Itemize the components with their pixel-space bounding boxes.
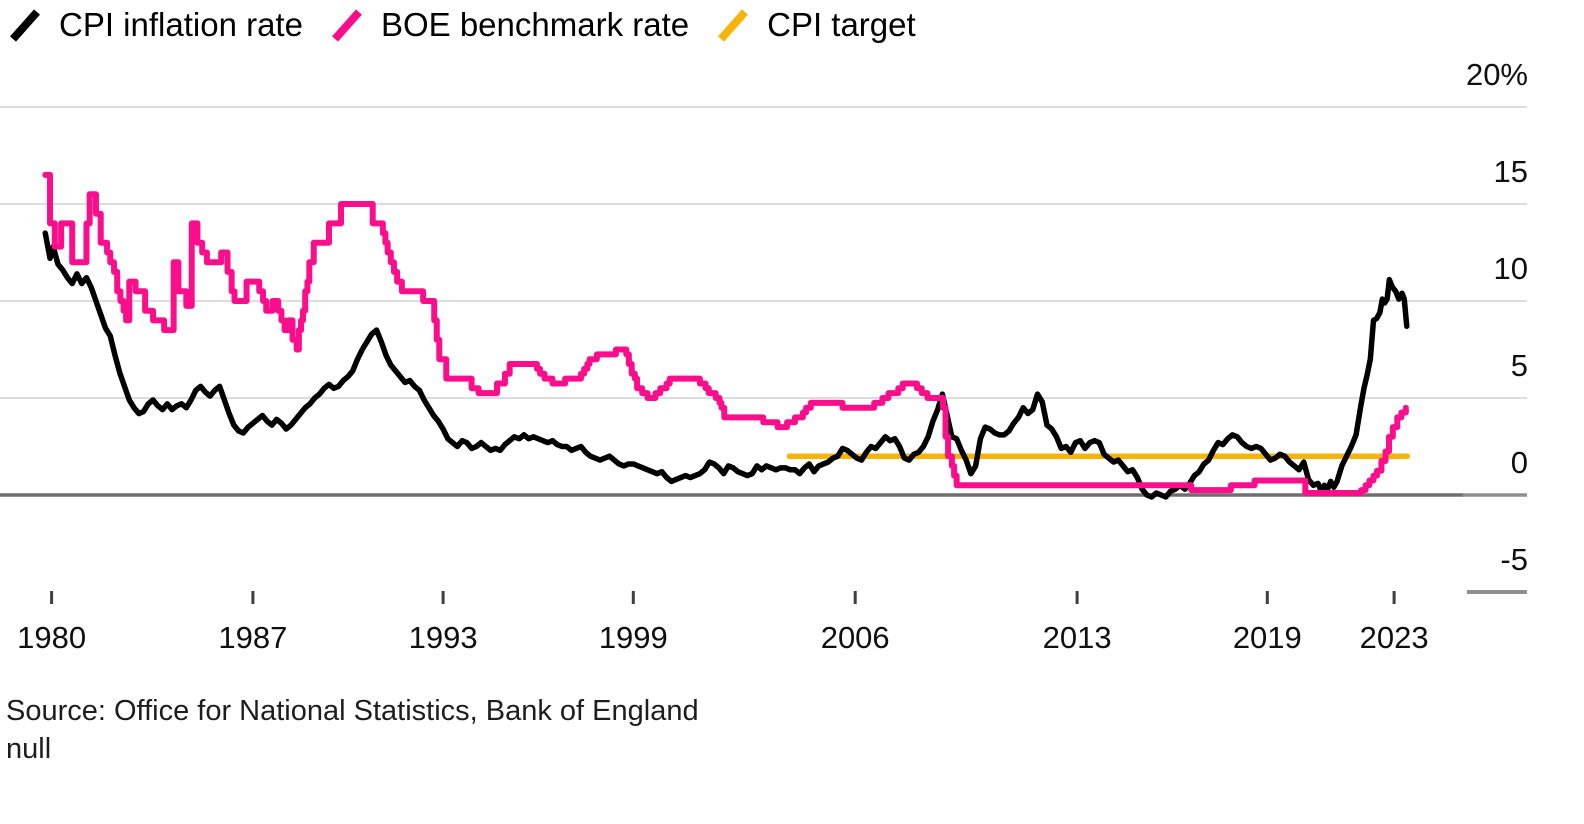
legend-item-cpi-target: CPI target [716, 6, 916, 44]
x-axis-label: 2006 [821, 620, 890, 655]
cpi-target-swatch-icon [718, 9, 749, 42]
x-axis-label: 2013 [1043, 620, 1112, 655]
null-line: null [6, 733, 52, 765]
legend-label-cpi-inflation: CPI inflation rate [59, 6, 303, 43]
source-line: Source: Office for National Statistics, … [6, 695, 699, 727]
chart-legend: CPI inflation rate BOE benchmark rate CP… [8, 6, 916, 44]
legend-item-boe-rate: BOE benchmark rate [330, 6, 689, 44]
source-note: Source: Office for National Statistics, … [6, 692, 699, 768]
x-axis-label: 1980 [17, 620, 86, 655]
boe-rate-swatch-icon [331, 9, 362, 42]
x-axis-label: 1993 [409, 620, 478, 655]
legend-item-cpi-inflation: CPI inflation rate [8, 6, 303, 44]
y-axis-label: 15 [1494, 154, 1528, 189]
series-line-1 [42, 230, 1410, 500]
y-axis-label: 0 [1511, 445, 1528, 480]
legend-label-cpi-target: CPI target [767, 6, 916, 43]
x-axis-label: 2023 [1360, 620, 1429, 655]
chart-plot-area: 20% 15 10 5 0 -5 1980 1987 1993 1999 2006 2013 2019 2… [0, 57, 1528, 655]
x-axis-label: 2019 [1233, 620, 1302, 655]
y-axis-label: -5 [1500, 542, 1528, 577]
legend-label-boe-rate: BOE benchmark rate [380, 6, 690, 43]
cpi-inflation-swatch-icon [10, 9, 40, 42]
series-line-2 [42, 171, 1409, 497]
x-axis-label: 1987 [218, 620, 287, 655]
y-axis-label: 20% [1466, 57, 1528, 92]
x-axis-label: 1999 [599, 620, 668, 655]
y-axis-label: 5 [1511, 348, 1528, 383]
y-axis-label: 10 [1494, 251, 1528, 286]
